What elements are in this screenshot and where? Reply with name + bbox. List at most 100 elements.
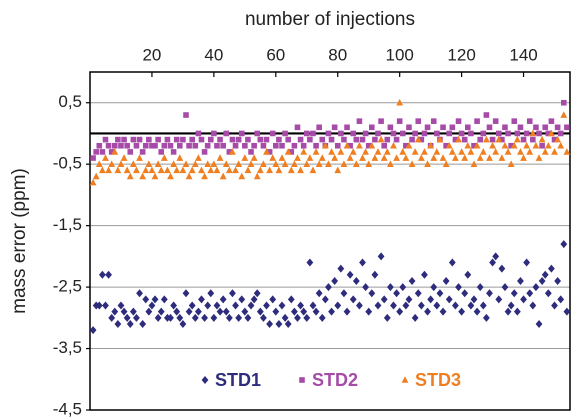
point	[164, 136, 171, 143]
point	[285, 136, 291, 143]
point	[279, 142, 285, 149]
point	[344, 124, 350, 131]
point	[170, 149, 177, 155]
point	[248, 149, 254, 155]
point	[186, 142, 192, 149]
point	[149, 142, 155, 149]
point	[452, 301, 459, 310]
x-tick-label: 20	[142, 45, 161, 64]
point	[297, 301, 304, 310]
point	[328, 136, 335, 143]
point	[520, 154, 527, 161]
point	[452, 154, 459, 161]
point	[529, 129, 537, 137]
point	[250, 154, 258, 161]
point	[501, 283, 509, 292]
point	[222, 307, 230, 316]
point	[229, 148, 236, 155]
point	[142, 166, 150, 174]
point	[108, 160, 116, 167]
point	[222, 160, 230, 167]
point	[368, 289, 376, 298]
point	[120, 154, 128, 161]
point	[470, 295, 478, 304]
point	[269, 130, 276, 137]
point	[300, 148, 308, 155]
point	[275, 319, 283, 328]
point	[238, 172, 246, 180]
point	[251, 142, 257, 149]
point	[440, 124, 446, 131]
point	[520, 295, 527, 304]
point	[544, 141, 552, 149]
point	[424, 160, 431, 167]
point	[384, 136, 391, 143]
point	[254, 130, 261, 137]
point	[95, 160, 103, 167]
point	[247, 160, 255, 167]
point	[173, 166, 181, 174]
point	[362, 148, 370, 155]
point	[124, 142, 130, 149]
point	[421, 148, 428, 155]
point	[294, 313, 301, 322]
point	[402, 154, 410, 161]
point	[325, 160, 332, 167]
point	[464, 270, 472, 279]
point	[161, 142, 168, 149]
point	[396, 98, 404, 106]
point	[399, 283, 407, 292]
point	[151, 172, 159, 180]
point	[523, 141, 531, 149]
point	[111, 148, 119, 155]
point	[210, 313, 218, 322]
point	[98, 270, 106, 279]
point	[123, 166, 131, 174]
point	[263, 148, 270, 155]
point	[502, 124, 508, 131]
point	[517, 148, 524, 155]
point	[486, 289, 493, 298]
point	[551, 148, 558, 155]
point	[93, 149, 99, 155]
point	[455, 283, 462, 292]
point	[287, 295, 295, 304]
point	[486, 154, 493, 161]
point	[434, 130, 440, 137]
point	[405, 295, 413, 304]
point	[495, 130, 502, 137]
point	[406, 124, 412, 131]
point	[541, 270, 549, 279]
point	[136, 289, 143, 298]
point	[191, 313, 199, 322]
point	[331, 124, 338, 131]
point	[275, 166, 283, 174]
point	[201, 149, 208, 155]
point	[204, 160, 212, 167]
point	[557, 295, 565, 304]
point	[448, 258, 456, 267]
point	[185, 172, 193, 180]
point	[474, 118, 480, 124]
point	[393, 136, 400, 143]
point	[442, 276, 450, 285]
point	[263, 301, 270, 310]
point	[417, 301, 425, 310]
point	[467, 148, 475, 155]
point	[189, 136, 195, 143]
point	[489, 136, 496, 143]
point	[383, 313, 391, 322]
point	[542, 124, 549, 131]
point	[142, 295, 150, 304]
point	[365, 142, 372, 149]
point	[377, 252, 385, 261]
point	[411, 148, 419, 155]
point	[111, 307, 119, 316]
point	[533, 124, 539, 131]
point	[151, 295, 159, 304]
point	[130, 136, 137, 143]
point	[154, 160, 162, 167]
x-tick-label: 60	[266, 45, 285, 64]
point	[375, 130, 381, 137]
point	[510, 289, 518, 298]
